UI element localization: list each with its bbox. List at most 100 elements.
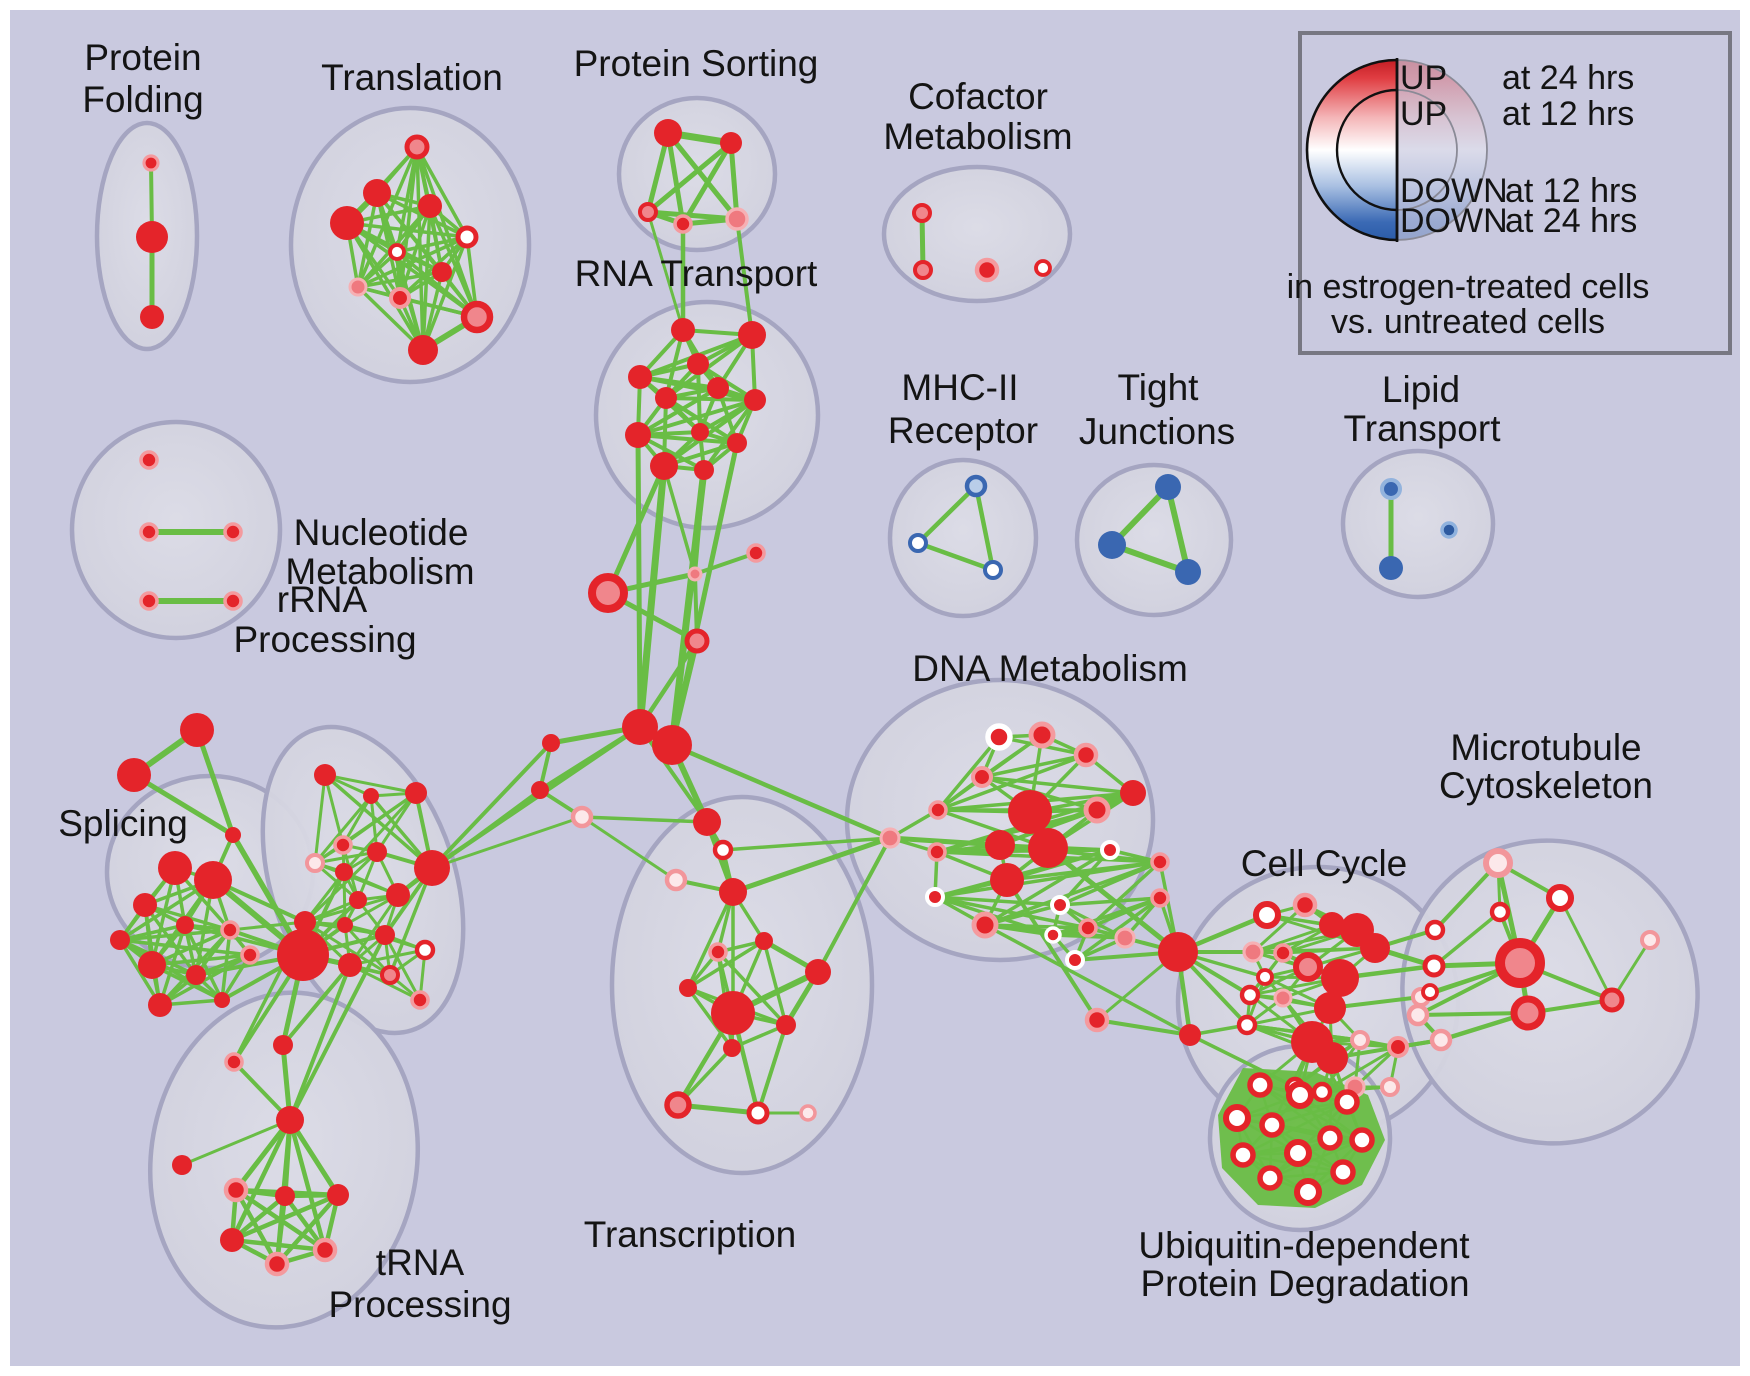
network-node-cc2 [1292,892,1318,918]
cluster-label-lipid-transport-line2: Transport [1344,408,1502,449]
network-node-sn7 [684,628,710,654]
nodes-layer [110,119,1660,1277]
network-edge [635,432,643,730]
network-node-dm0 [879,827,901,849]
network-node-rt3 [687,353,709,375]
network-node-cc12 [1273,988,1293,1008]
network-edge [1416,1011,1530,1017]
legend-down-24-when: at 24 hrs [1505,202,1637,240]
network-edge [973,483,996,573]
network-node-cc11 [1239,984,1261,1006]
network-edge [1005,878,1099,1022]
network-edge [933,860,1162,899]
network-node-lp2 [1379,556,1403,580]
network-node-mh3 [983,560,1003,580]
network-node-mc6 [1421,983,1439,1001]
network-edge [274,1192,341,1267]
cluster-label-trna-processing-line2: Processing [328,1284,511,1325]
network-node-dm18 [1065,950,1085,970]
network-edge [645,209,740,222]
network-node-ub11 [1330,1159,1356,1185]
network-edge [915,540,996,573]
network-edge [680,140,734,227]
network-node-pf2 [136,221,168,253]
network-node-rr5 [305,853,325,873]
network-node-tj1 [1155,474,1181,500]
network-edge [1270,1123,1364,1142]
legend-up-24-when: at 24 hrs [1502,59,1634,97]
network-node-nm4 [139,591,159,611]
network-node-tl2 [363,179,391,207]
network-node-dm9 [1100,840,1120,860]
network-edge [716,950,788,1027]
cluster-label-rna-transport: RNA Transport [575,253,818,294]
network-edge [356,285,425,352]
cluster-label-cofactor-metabolism-line1: Cofactor [908,76,1048,117]
network-node-mc1 [1483,848,1513,878]
network-node-tn5 [327,1184,349,1206]
network-edge [980,775,1135,795]
cluster-label-microtubule-cytoskeleton-line2: Cytoskeleton [1439,765,1653,806]
network-node-sp10 [214,992,230,1008]
network-node-tx9 [711,991,755,1035]
network-edge [693,468,706,576]
network-edge [686,986,734,1050]
network-edge [638,375,757,402]
network-node-rr6 [367,842,387,862]
network-edge [287,1117,328,1253]
legend-circle-right-inner-outline [1396,89,1458,211]
cluster-ellipse-transcription [609,794,875,1176]
network-node-rt7 [744,389,766,411]
network-node-dm11 [925,887,945,907]
network-node-ub8 [1230,1142,1256,1168]
network-edge [1251,923,1334,954]
cluster-ellipse-cofactor-metabolism [881,164,1073,304]
network-node-sn2 [746,543,766,563]
network-node-ps1 [654,119,682,147]
network-node-dm19 [1084,1007,1110,1033]
network-node-cc7 [1273,943,1293,963]
network-edge [686,939,766,990]
network-node-lp3 [1440,521,1458,539]
cluster-label-transcription: Transcription [584,1214,796,1255]
cluster-label-protein-folding-line2: Folding [82,79,203,120]
network-edge [313,773,327,865]
network-edge [1188,1033,1297,1089]
network-node-rr1 [314,764,336,786]
network-node-rr12 [337,917,353,933]
network-edge [415,145,479,319]
network-node-sn3a [622,709,658,745]
network-edge [933,895,1090,930]
network-edge [356,145,419,289]
network-node-ub12 [1293,1177,1323,1207]
network-node-mc8 [1510,995,1546,1031]
network-node-tl10 [460,300,494,334]
cluster-label-rrna-processing-line1: rRNA [277,579,368,620]
network-node-sn5 [531,781,549,799]
network-node-mid1 [273,1035,293,1055]
cluster-label-tight-junctions-line2: Junctions [1079,411,1235,452]
network-node-dm12 [971,911,999,939]
network-edge [756,1023,788,1115]
network-node-ub1 [1247,1072,1273,1098]
network-edge [665,130,686,227]
network-edge [1235,1100,1349,1120]
network-node-rt6 [655,387,677,409]
network-edge [323,773,434,870]
network-node-mh1 [964,474,988,498]
network-node-cc3 [1319,912,1345,938]
network-edge [1432,910,1502,968]
network-node-tn6 [220,1228,244,1252]
network-edge [1258,1083,1332,1140]
network-node-ub6 [1317,1125,1343,1151]
network-node-nm2 [139,522,159,542]
network-node-sp1 [158,851,192,885]
network-node-sp7 [138,951,166,979]
cluster-label-nucleotide-metabolism-line2: Metabolism [285,551,474,592]
network-node-rt8 [691,423,709,441]
network-node-rt12 [694,460,714,480]
network-edge [233,1187,280,1267]
network-edge [131,772,236,838]
network-node-cc18 [1386,1035,1410,1059]
cluster-label-mhc-ii-receptor-line2: Receptor [888,410,1038,451]
